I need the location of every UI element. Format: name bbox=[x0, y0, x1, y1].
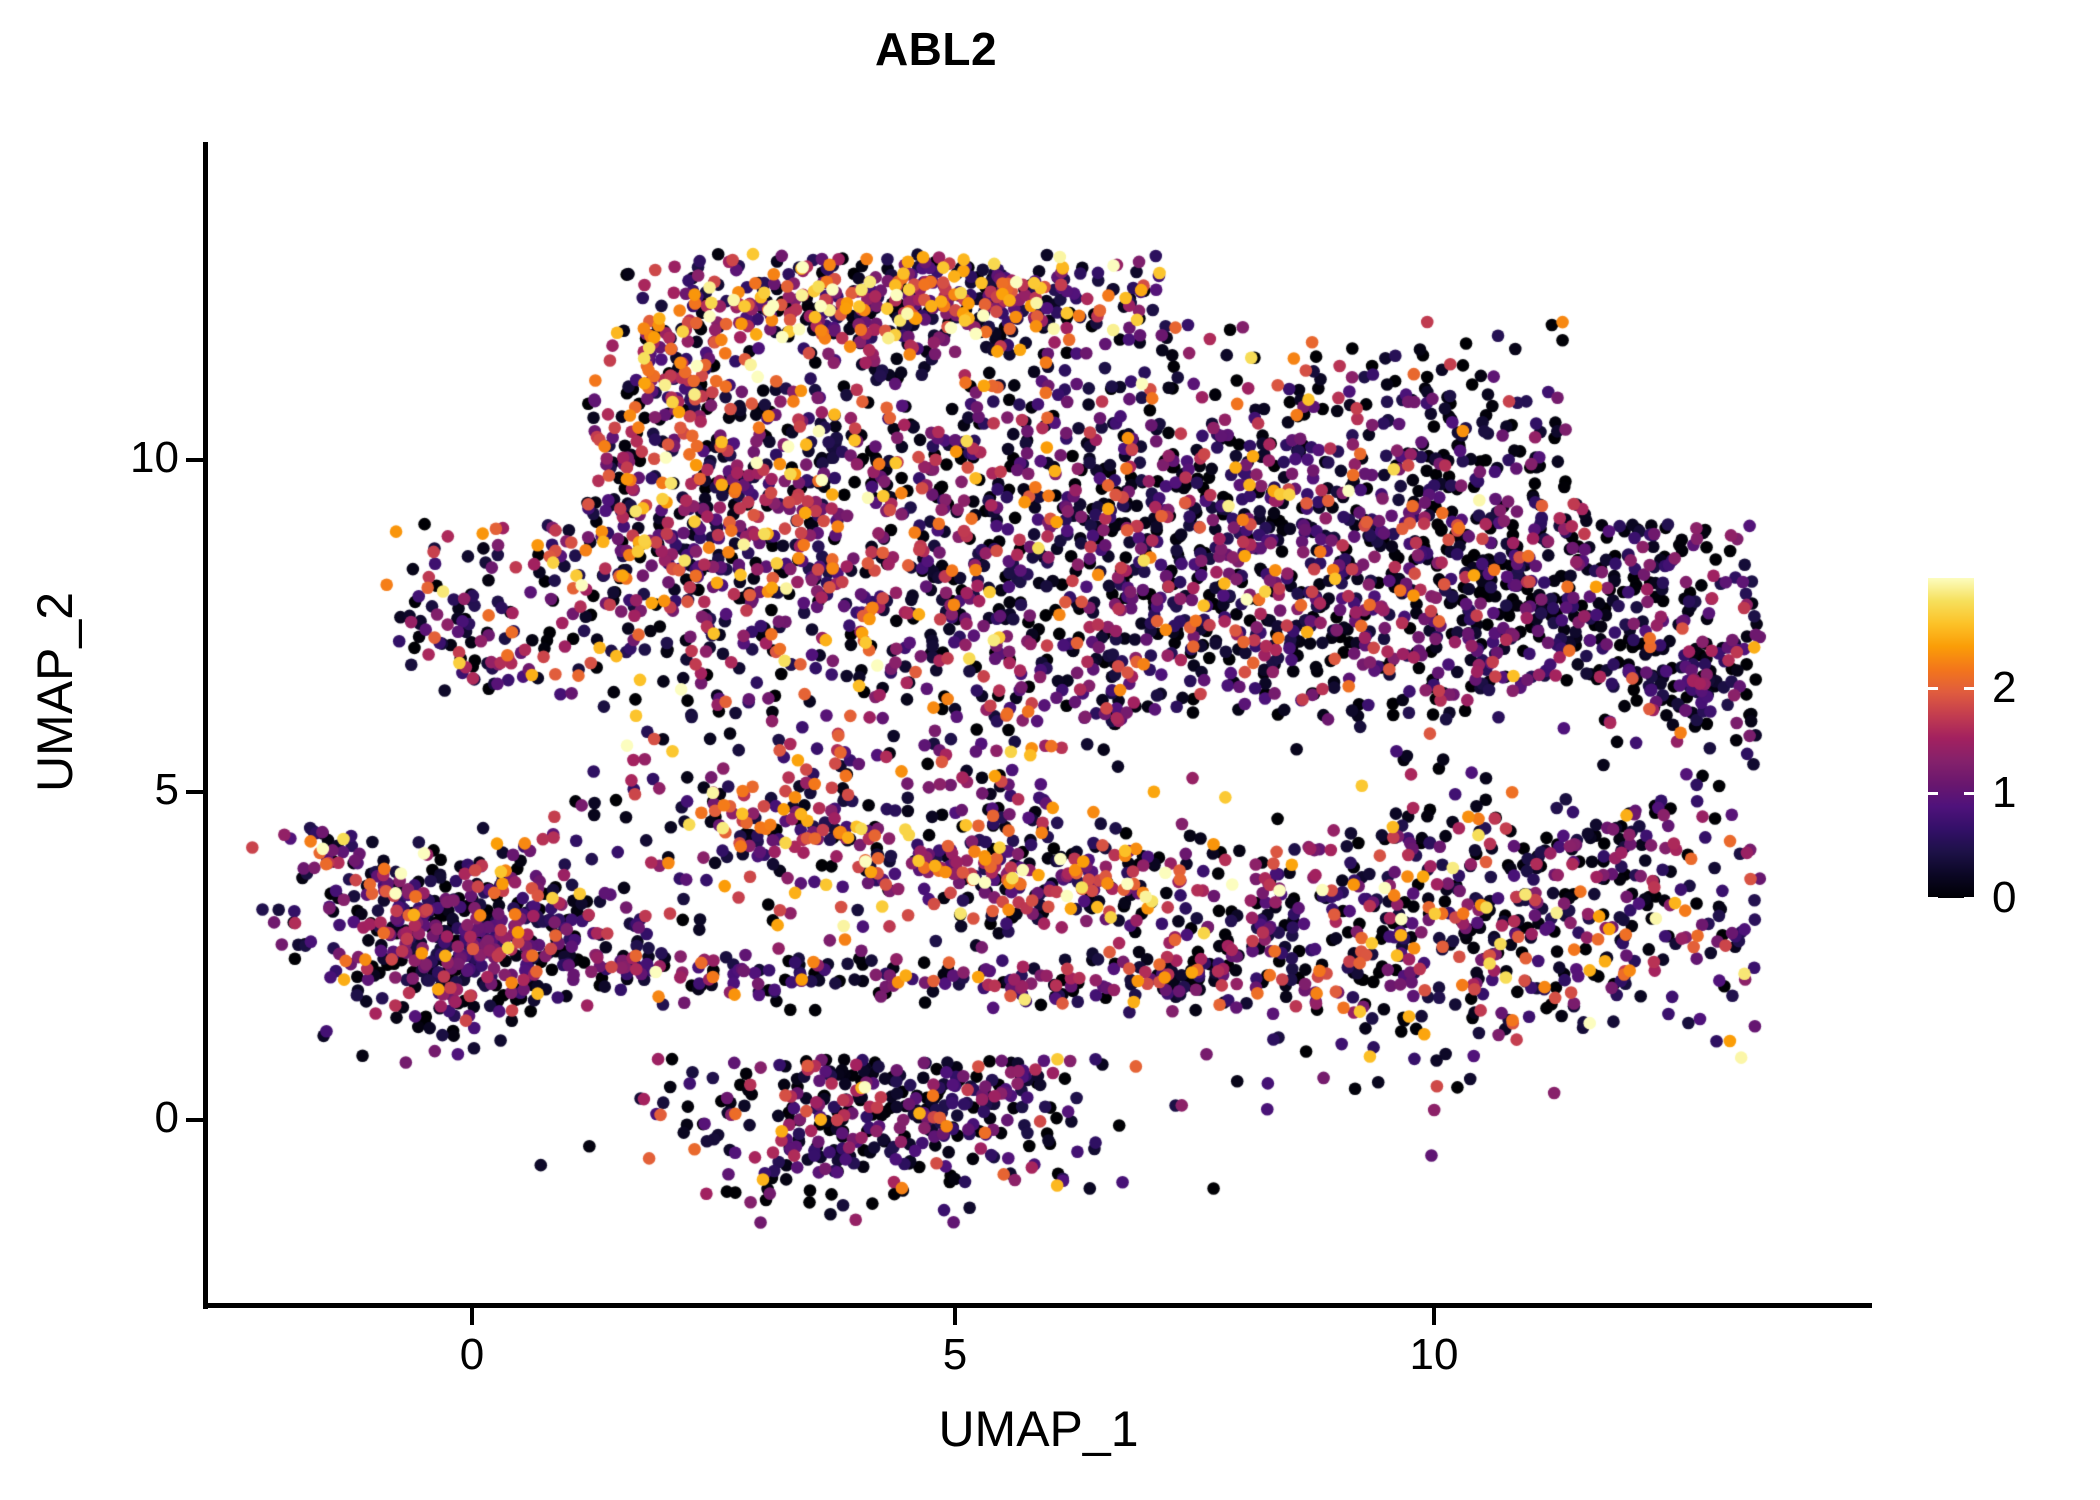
colorbar-tick-1-right bbox=[1964, 791, 1974, 795]
plot-panel bbox=[205, 142, 1872, 1305]
y-axis-title: UMAP_2 bbox=[27, 591, 83, 793]
colorbar-legend: 2 1 0 bbox=[1928, 578, 2016, 922]
scatter-points-layer bbox=[205, 142, 1872, 1305]
colorbar-label-1: 1 bbox=[1992, 768, 2017, 818]
x-tick-mark-0 bbox=[470, 1308, 474, 1325]
y-tick-mark-0 bbox=[186, 1118, 203, 1122]
page-title: ABL2 bbox=[874, 23, 998, 75]
x-axis-title: UMAP_1 bbox=[938, 1401, 1139, 1457]
x-tick-mark-10 bbox=[1432, 1308, 1436, 1325]
colorbar-tick-0-left bbox=[1928, 896, 1938, 900]
y-tick-mark-5 bbox=[186, 790, 203, 794]
colorbar-gradient bbox=[1928, 578, 1974, 898]
y-tick-label-10: 10 bbox=[130, 433, 179, 482]
x-tick-label-10: 10 bbox=[1409, 1330, 1459, 1379]
x-tick-mark-5 bbox=[953, 1308, 957, 1325]
colorbar-label-0: 0 bbox=[1992, 873, 2017, 922]
x-tick-label-5: 5 bbox=[942, 1330, 968, 1379]
colorbar-tick-2-left bbox=[1928, 686, 1938, 690]
x-tick-label-0: 0 bbox=[459, 1330, 485, 1379]
y-axis-line bbox=[203, 142, 208, 1309]
x-axis-line bbox=[203, 1303, 1872, 1308]
colorbar-label-2: 2 bbox=[1992, 663, 2017, 713]
colorbar-tick-1-left bbox=[1928, 791, 1938, 795]
y-tick-label-0: 0 bbox=[154, 1093, 179, 1142]
colorbar-tick-0-right bbox=[1964, 896, 1974, 900]
y-tick-label-5: 5 bbox=[154, 765, 179, 814]
colorbar-tick-2-right bbox=[1964, 686, 1974, 690]
y-tick-mark-10 bbox=[186, 458, 203, 462]
